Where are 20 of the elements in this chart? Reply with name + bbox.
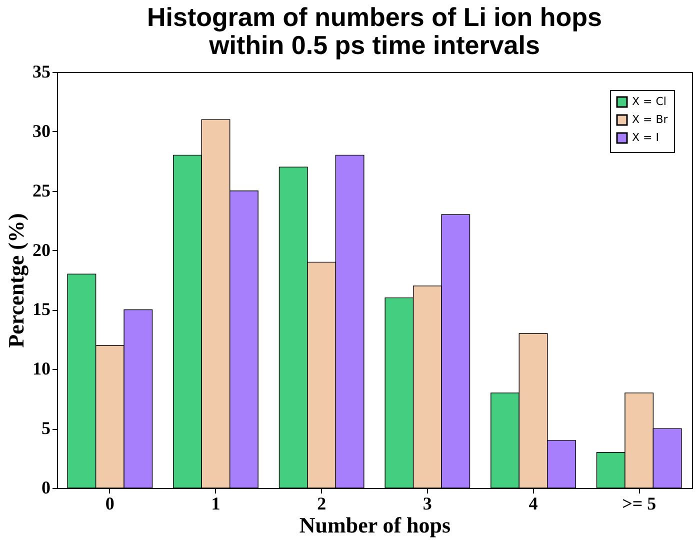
y-axis-title: Percentge (%)	[4, 213, 28, 348]
x-tick-label: >= 5	[622, 494, 656, 514]
y-tick-label: 15	[32, 299, 50, 320]
chart-title: Histogram of numbers of Li ion hops within 0.5 ps time intervals	[147, 2, 602, 60]
y-tick-label: 20	[32, 240, 50, 260]
x-tick-label: 0	[105, 494, 114, 514]
y-tick-label: 25	[32, 180, 50, 200]
y-tick-label: 0	[42, 478, 50, 498]
y-tick-label: 10	[32, 358, 50, 379]
legend-label: X = I	[632, 131, 659, 144]
x-tick-label: 4	[528, 494, 538, 514]
legend-label: X = Cl	[632, 95, 666, 108]
y-tick-label: 35	[32, 62, 50, 82]
legend-label: X = Br	[632, 113, 668, 126]
x-tick-label: 1	[211, 494, 220, 514]
x-tick-label: 3	[422, 494, 432, 514]
y-tick-label: 30	[32, 120, 50, 141]
x-tick-label: 2	[317, 494, 326, 514]
x-axis-title: Number of hops	[299, 512, 452, 538]
y-tick-label: 5	[42, 418, 50, 438]
